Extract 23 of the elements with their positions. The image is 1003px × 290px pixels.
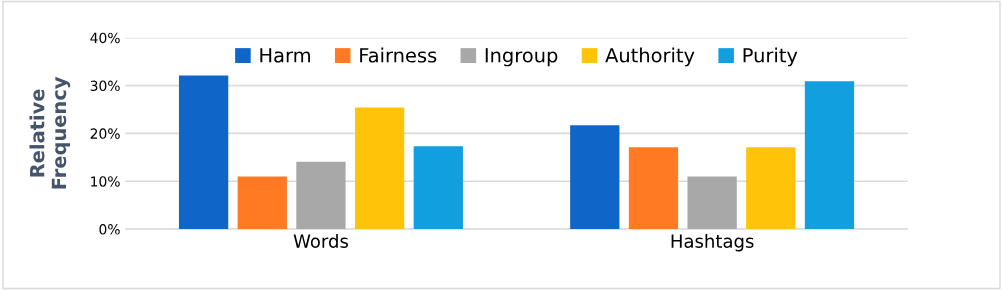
legend-label: Purity xyxy=(743,47,798,67)
bar xyxy=(687,176,737,230)
bar xyxy=(628,147,679,230)
bar xyxy=(804,81,855,230)
bar xyxy=(237,176,287,230)
bar xyxy=(296,161,346,230)
bar xyxy=(354,107,405,230)
y-axis-title: Relative Frequency xyxy=(29,76,71,189)
x-tick-label: Words xyxy=(293,233,348,248)
bar xyxy=(746,147,796,230)
y-tick-label: 10% xyxy=(91,176,120,187)
bar xyxy=(178,75,229,230)
bar xyxy=(413,146,463,230)
legend-label: Ingroup xyxy=(485,48,558,67)
x-tick-label: Hashtags xyxy=(671,233,754,252)
y-tick-label: 20% xyxy=(90,128,120,139)
bar xyxy=(570,125,620,230)
y-tick-label: 30% xyxy=(90,80,120,92)
y-tick-label: 40% xyxy=(90,32,120,44)
legend-label: Authority xyxy=(605,47,695,67)
legend-label: Harm xyxy=(260,48,310,63)
y-tick-label: 0% xyxy=(99,224,120,235)
legend-label: Fairness xyxy=(360,47,437,63)
